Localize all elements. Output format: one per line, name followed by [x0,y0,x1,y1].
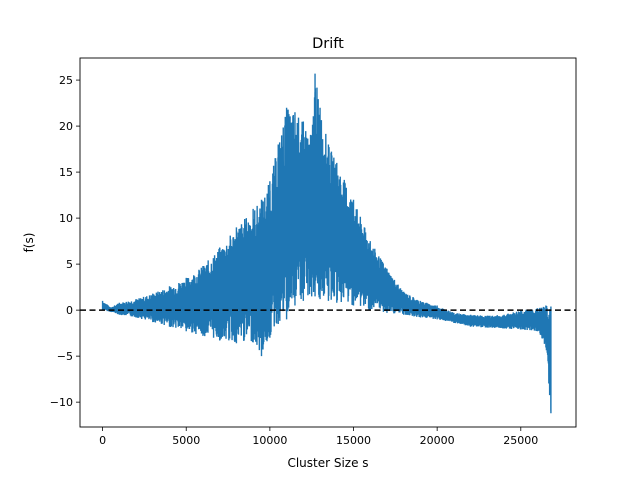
drift-series-line [101,73,552,414]
chart-title: Drift [312,36,344,52]
x-axis: 0 5000 10000 15000 20000 25000 [99,427,538,447]
y-tick-label: 5 [66,258,73,271]
x-tick-label: 15000 [336,434,371,447]
y-tick-label: 0 [66,304,73,317]
y-tick-label: 25 [59,74,73,87]
y-tick-label: −10 [50,396,73,409]
x-tick-label: 10000 [252,434,287,447]
y-tick-label: 10 [59,212,73,225]
x-tick-label: 5000 [172,434,200,447]
axes-frame [79,57,577,428]
y-tick-label: −5 [57,350,73,363]
x-tick-label: 0 [99,434,106,447]
y-axis-label: f(s) [22,233,36,253]
x-tick-label: 25000 [503,434,538,447]
x-axis-label: Cluster Size s [287,456,368,470]
x-tick-label: 20000 [420,434,455,447]
y-tick-label: 20 [59,120,73,133]
plot-area [80,73,576,414]
y-axis: −10 −5 0 5 10 15 20 25 [50,74,80,409]
y-tick-label: 15 [59,166,73,179]
